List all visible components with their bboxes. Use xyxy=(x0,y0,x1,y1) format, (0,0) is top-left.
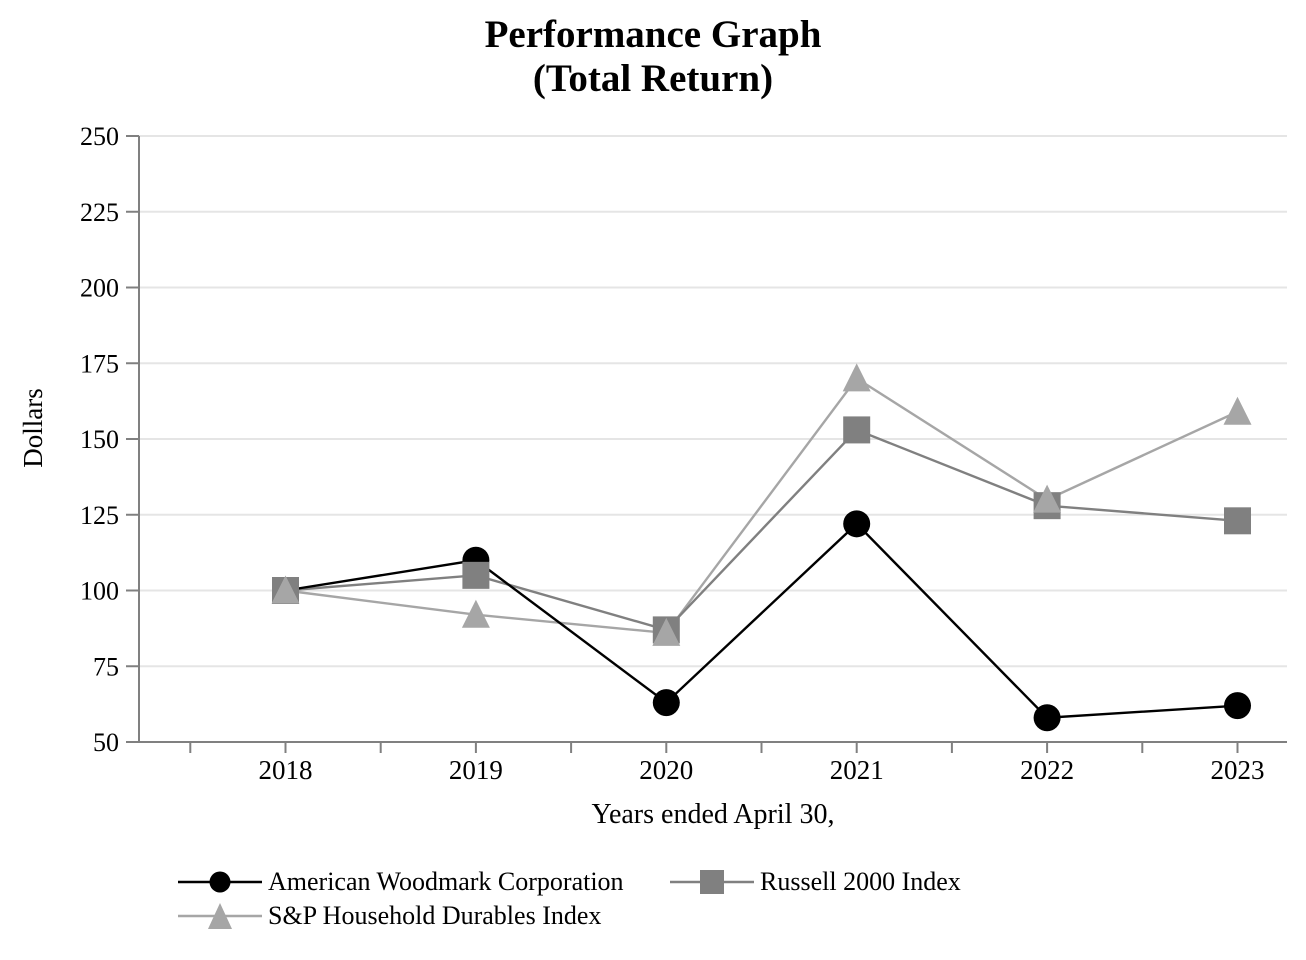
triangle-marker xyxy=(1223,396,1252,425)
circle-marker xyxy=(1033,704,1061,732)
axis-titles: Dollars Years ended April 30, xyxy=(18,388,834,830)
legend-item-triangle: S&P Household Durables Index xyxy=(178,900,670,932)
triangle-legend-icon xyxy=(178,903,262,929)
square-legend-icon xyxy=(670,870,754,894)
series-line-circle xyxy=(285,522,1238,719)
legend-label: S&P Household Durables Index xyxy=(268,901,602,930)
y-tick-label: 100 xyxy=(80,577,119,606)
x-tick-label: 2020 xyxy=(639,755,693,785)
legend-triangle-marker xyxy=(208,903,232,929)
x-tick-label: 2021 xyxy=(830,755,884,785)
chart-title: Performance Graph (Total Return) xyxy=(0,13,1306,101)
series-markers xyxy=(271,363,1252,732)
y-tick-label: 125 xyxy=(80,501,119,530)
y-tick-label: 175 xyxy=(80,349,119,378)
circle-marker xyxy=(843,510,871,538)
triangle-marker xyxy=(1033,484,1062,513)
series-line-triangle xyxy=(285,376,1239,635)
triangle-marker xyxy=(271,575,300,604)
legend-circle-marker xyxy=(209,871,231,893)
circle-marker xyxy=(652,689,680,717)
legend-item-circle: American Woodmark Corporation xyxy=(178,866,670,898)
y-axis-title: Dollars xyxy=(18,388,48,467)
y-tick-label: 200 xyxy=(80,274,119,303)
chart-title-line2: (Total Return) xyxy=(532,57,774,100)
y-tick-label: 225 xyxy=(80,198,119,227)
x-tick-label: 2022 xyxy=(1020,755,1074,785)
square-marker xyxy=(462,561,490,589)
y-tick-label: 250 xyxy=(80,122,119,151)
x-tick-label: 2023 xyxy=(1211,755,1265,785)
square-marker xyxy=(843,416,871,444)
y-tick-label: 150 xyxy=(80,425,119,454)
legend-square-marker xyxy=(700,870,724,894)
x-axis-title: Years ended April 30, xyxy=(592,799,835,830)
triangle-marker xyxy=(842,363,871,392)
legend-label: American Woodmark Corporation xyxy=(268,867,624,896)
legend-label: Russell 2000 Index xyxy=(760,867,961,896)
square-marker xyxy=(1224,507,1251,535)
y-tick-label: 50 xyxy=(93,728,119,757)
series-lines xyxy=(285,376,1239,719)
legend-item-square: Russell 2000 Index xyxy=(670,866,961,898)
circle-legend-icon xyxy=(178,871,262,893)
x-tick-label: 2018 xyxy=(259,755,313,785)
x-tick-label: 2019 xyxy=(449,755,503,785)
series-line-square xyxy=(285,428,1238,632)
y-tick-label: 75 xyxy=(93,652,119,681)
y-ticks: 50 75 100 125 150 175 200 225 250 xyxy=(80,122,139,757)
chart-title-line1: Performance Graph xyxy=(484,13,822,56)
circle-marker xyxy=(1224,692,1251,720)
triangle-marker xyxy=(652,617,681,646)
chart-legend: American Woodmark Corporation Russell 200… xyxy=(178,866,961,932)
triangle-marker xyxy=(461,599,490,628)
x-ticks: 2018 2019 2020 2021 2022 2023 xyxy=(189,742,1265,785)
gridlines xyxy=(139,135,1287,668)
